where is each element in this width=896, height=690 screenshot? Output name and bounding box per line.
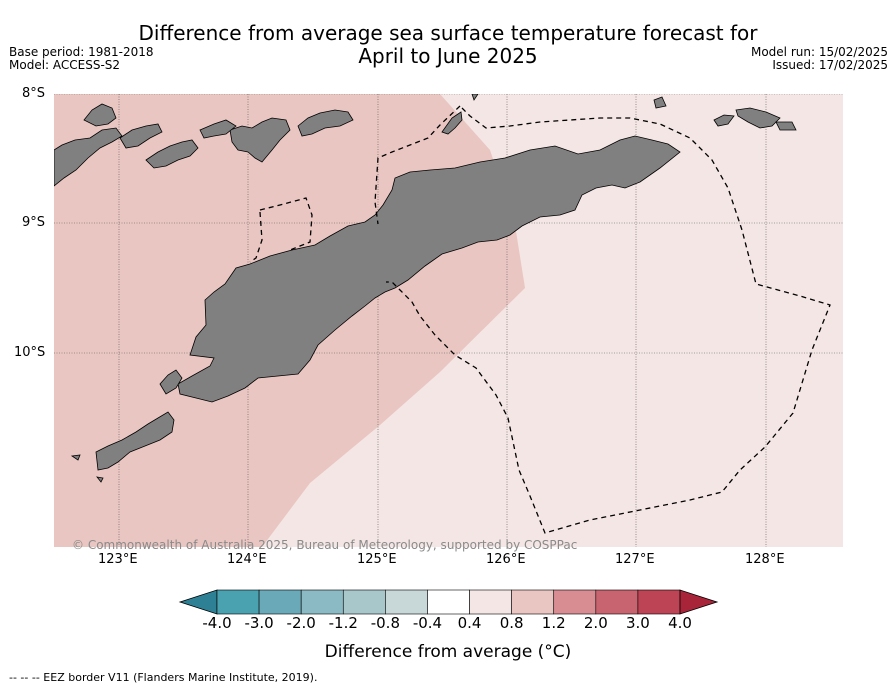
timor-island — [177, 135, 681, 403]
colorbar-segment — [511, 589, 555, 615]
rote-island — [95, 411, 175, 471]
colorbar-tick-label: 3.0 — [625, 614, 650, 632]
model-text: Model: ACCESS-S2 — [9, 58, 121, 72]
colorbar-tick-label: -2.0 — [286, 614, 316, 632]
colorbar-tick-label: -3.0 — [244, 614, 274, 632]
alor-island — [229, 117, 291, 163]
colorbar-tick-label: -1.2 — [328, 614, 358, 632]
colorbar-tick-label: 2.0 — [583, 614, 608, 632]
colorbar-tick-label: 1.2 — [541, 614, 566, 632]
lon-label-126e: 126°E — [486, 552, 526, 567]
colorbar — [178, 589, 719, 615]
lon-label-128e: 128°E — [745, 552, 785, 567]
eez-border — [249, 105, 831, 534]
issued-text: Issued: 17/02/2025 — [772, 58, 888, 72]
lat-label-10s: 10°S — [14, 345, 46, 360]
colorbar-segment — [258, 589, 302, 615]
colorbar-segment — [342, 589, 386, 615]
colorbar-segment — [300, 589, 344, 615]
chart-title-line1: Difference from average sea surface temp… — [138, 21, 758, 45]
chart-title-line2: April to June 2025 — [358, 44, 538, 68]
colorbar-segment — [385, 589, 428, 615]
lat-label-9s: 9°S — [22, 215, 46, 230]
eez-footnote: -- -- -- EEZ border V11 (Flanders Marine… — [9, 671, 318, 684]
base-period-text: Base period: 1981-2018 — [9, 45, 154, 59]
lat-label-8s: 8°S — [22, 86, 46, 101]
wetar-island — [297, 109, 354, 137]
lon-label-123e: 123°E — [98, 552, 138, 567]
colorbar-tick-label: 0.8 — [499, 614, 524, 632]
land-masses — [54, 96, 797, 483]
colorbar-segment — [637, 589, 681, 615]
lon-label-124e: 124°E — [227, 552, 267, 567]
colorbar-segment — [553, 589, 597, 615]
copyright-text: © Commonwealth of Australia 2025, Bureau… — [72, 538, 578, 552]
colorbar-tick-label: 0.4 — [457, 614, 482, 632]
lon-label-125e: 125°E — [357, 552, 397, 567]
colorbar-extend-low — [178, 589, 218, 615]
colorbar-tick-label: -4.0 — [202, 614, 232, 632]
colorbar-segment — [216, 589, 260, 615]
colorbar-tick-label: -0.8 — [370, 614, 400, 632]
colorbar-title: Difference from average (°C) — [324, 642, 572, 662]
colorbar-tick-label: 4.0 — [668, 614, 692, 632]
colorbar-tick-label: -0.4 — [412, 614, 443, 632]
model-run-text: Model run: 15/02/2025 — [750, 45, 888, 59]
colorbar-segment — [595, 589, 639, 615]
colorbar-segment — [469, 589, 512, 615]
colorbar-segment — [427, 589, 470, 615]
lon-label-127e: 127°E — [615, 552, 655, 567]
colorbar-extend-high — [679, 589, 719, 615]
